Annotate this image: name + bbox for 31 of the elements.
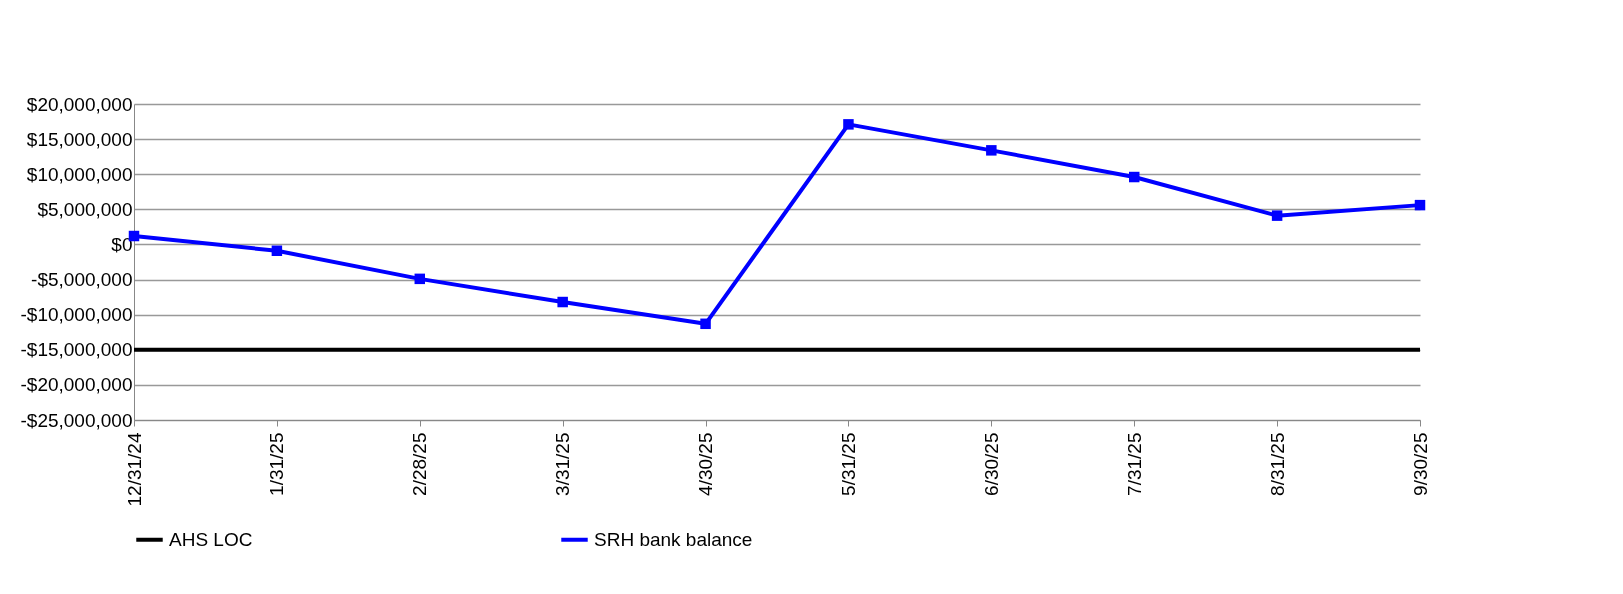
point (1128, 171, 1140, 183)
point (1271, 210, 1283, 221)
y-tick-label: -$25,000,000 (20, 409, 133, 431)
point (414, 273, 426, 285)
x-tick-label: 5/31/25 (837, 432, 859, 496)
y-tick-label: $15,000,000 (26, 128, 133, 150)
y-tick-label: -$15,000,000 (20, 339, 133, 361)
x-tick-label: 4/30/25 (695, 432, 717, 496)
y-tick-label: $20,000,000 (26, 93, 133, 115)
x-tick-label: 7/31/25 (1123, 432, 1145, 496)
x-tick-label: 3/31/25 (552, 432, 574, 496)
x-tick-label: 1/31/25 (266, 432, 288, 496)
x-tick-label: 9/30/25 (1409, 432, 1431, 496)
y-tick-label: $5,000,000 (37, 198, 133, 220)
point (557, 296, 568, 308)
y-tick-label: -$5,000,000 (31, 269, 133, 291)
x-tick-label: 8/31/25 (1266, 432, 1288, 496)
y-tick-label: -$10,000,000 (20, 304, 133, 326)
point (700, 318, 711, 330)
y-tick-label: $0 (111, 233, 133, 255)
y-tick-label: $10,000,000 (26, 163, 133, 185)
point (986, 145, 997, 156)
y-tick-label: -$20,000,000 (20, 374, 133, 396)
point (271, 245, 283, 257)
legend-label: AHS LOC (169, 528, 253, 550)
x-tick-label: 6/30/25 (980, 432, 1002, 496)
point (1414, 199, 1426, 211)
legend-label: SRH bank balance (594, 528, 753, 550)
x-tick-label: 2/28/25 (409, 432, 431, 496)
point (843, 119, 854, 130)
x-tick-label: 12/31/24 (123, 432, 145, 507)
